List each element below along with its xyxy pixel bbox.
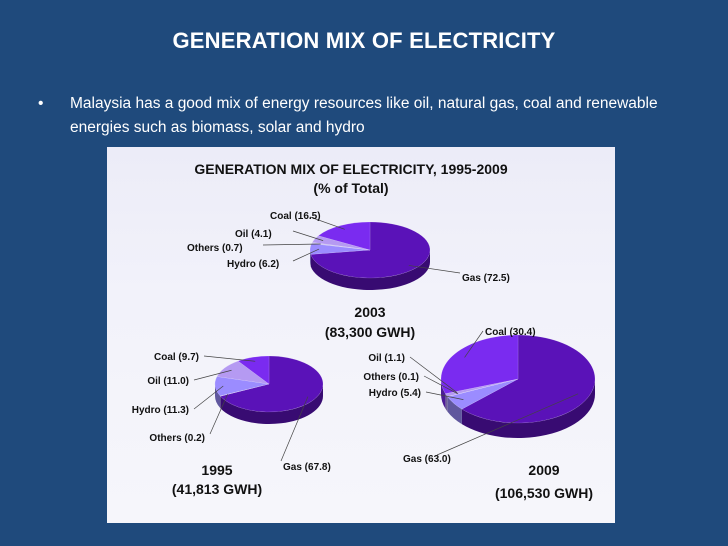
slice-label-others: Others (0.7) bbox=[187, 243, 243, 254]
chart-subtitle: (% of Total) bbox=[313, 180, 388, 196]
pie-slice-gas bbox=[310, 221, 431, 279]
pie-side-hydro bbox=[310, 250, 311, 267]
slice-label-oil: Oil (1.1) bbox=[368, 353, 405, 364]
pie-year-2003: 2003 bbox=[354, 304, 385, 320]
pie-chart-2009: Gas (63.0) Hydro (5.4) Others (0.1) Oil (1.… bbox=[363, 327, 596, 501]
pie-year-2009: 2009 bbox=[528, 462, 559, 478]
pie-slice-coal bbox=[237, 355, 270, 385]
pie-slice-gas bbox=[219, 355, 324, 413]
slide-title: GENERATION MIX OF ELECTRICITY bbox=[172, 28, 556, 53]
leader-line bbox=[309, 216, 345, 230]
slice-label-coal: Coal (16.5) bbox=[270, 211, 321, 222]
pie-side-gas bbox=[310, 250, 430, 291]
slice-label-others: Others (0.2) bbox=[149, 433, 205, 444]
chart-title: GENERATION MIX OF ELECTRICITY, 1995-2009 bbox=[194, 161, 507, 177]
pie-slice-hydro bbox=[309, 243, 371, 255]
pie-slice-hydro bbox=[214, 376, 270, 397]
slice-label-hydro: Hydro (6.2) bbox=[227, 259, 279, 270]
pie-slice-oil bbox=[216, 360, 270, 385]
pie-side-gas bbox=[220, 384, 323, 424]
pie-slice-others bbox=[311, 242, 371, 251]
pie-slice-others bbox=[219, 383, 270, 397]
bullet-dot: • bbox=[38, 95, 44, 112]
leader-line bbox=[423, 375, 459, 395]
pie-chart-2003: Gas (72.5) Hydro (6.2) Others (0.7) Oil (4.… bbox=[187, 211, 510, 340]
generation-mix-chart: GENERATION MIX OF ELECTRICITY, 1995-2009… bbox=[132, 161, 596, 501]
pie-total-1995: (41,813 GWH) bbox=[172, 481, 262, 497]
slice-label-hydro: Hydro (11.3) bbox=[132, 405, 189, 416]
slice-label-coal: Coal (9.7) bbox=[154, 352, 199, 363]
slice-label-oil: Oil (4.1) bbox=[235, 229, 272, 240]
leader-line bbox=[436, 393, 579, 456]
slice-label-oil: Oil (11.0) bbox=[147, 376, 189, 387]
pie-year-1995: 1995 bbox=[201, 462, 232, 478]
pie-side-oil bbox=[445, 393, 448, 412]
pie-side-2003 bbox=[310, 250, 430, 291]
bullet-point: • Malaysia has a good mix of energy reso… bbox=[38, 92, 698, 140]
pie-side-1995 bbox=[215, 384, 323, 424]
leader-line bbox=[425, 391, 464, 400]
pie-slice-coal bbox=[317, 221, 371, 251]
bullet-text: Malaysia has a good mix of energy resour… bbox=[70, 95, 658, 136]
pie-side-gas bbox=[461, 379, 595, 438]
slice-label-coal: Coal (30.4) bbox=[485, 327, 536, 338]
leader-line bbox=[409, 356, 458, 393]
chart-panel: GENERATION MIX OF ELECTRICITY, 1995-2009… bbox=[107, 147, 615, 523]
leader-line bbox=[292, 248, 320, 262]
slice-label-gas: Gas (72.5) bbox=[462, 273, 510, 284]
pie-side-2009 bbox=[441, 379, 595, 438]
pie-slice-oil bbox=[311, 235, 371, 251]
pie-total-2009: (106,530 GWH) bbox=[495, 485, 593, 501]
pie-side-hydro bbox=[447, 396, 462, 425]
leader-line bbox=[193, 385, 224, 410]
leader-line bbox=[280, 396, 309, 462]
pie-side-hydro bbox=[215, 384, 221, 408]
pie-side-coal bbox=[441, 379, 446, 409]
pie-total-2003: (83,300 GWH) bbox=[325, 324, 415, 340]
leader-line bbox=[193, 369, 232, 381]
leader-line bbox=[209, 394, 228, 435]
leader-line bbox=[262, 243, 321, 246]
leader-line bbox=[464, 330, 484, 358]
slice-label-hydro: Hydro (5.4) bbox=[369, 388, 421, 399]
leader-line bbox=[292, 230, 324, 241]
pie-chart-1995: Gas (67.8) Others (0.2) Hydro (11.3) Oil (1… bbox=[132, 352, 331, 497]
leader-line bbox=[203, 355, 256, 362]
slice-label-gas: Gas (67.8) bbox=[283, 462, 331, 473]
slice-label-others: Others (0.1) bbox=[363, 372, 419, 383]
slice-label-gas: Gas (63.0) bbox=[403, 454, 451, 465]
leader-line bbox=[408, 265, 461, 274]
